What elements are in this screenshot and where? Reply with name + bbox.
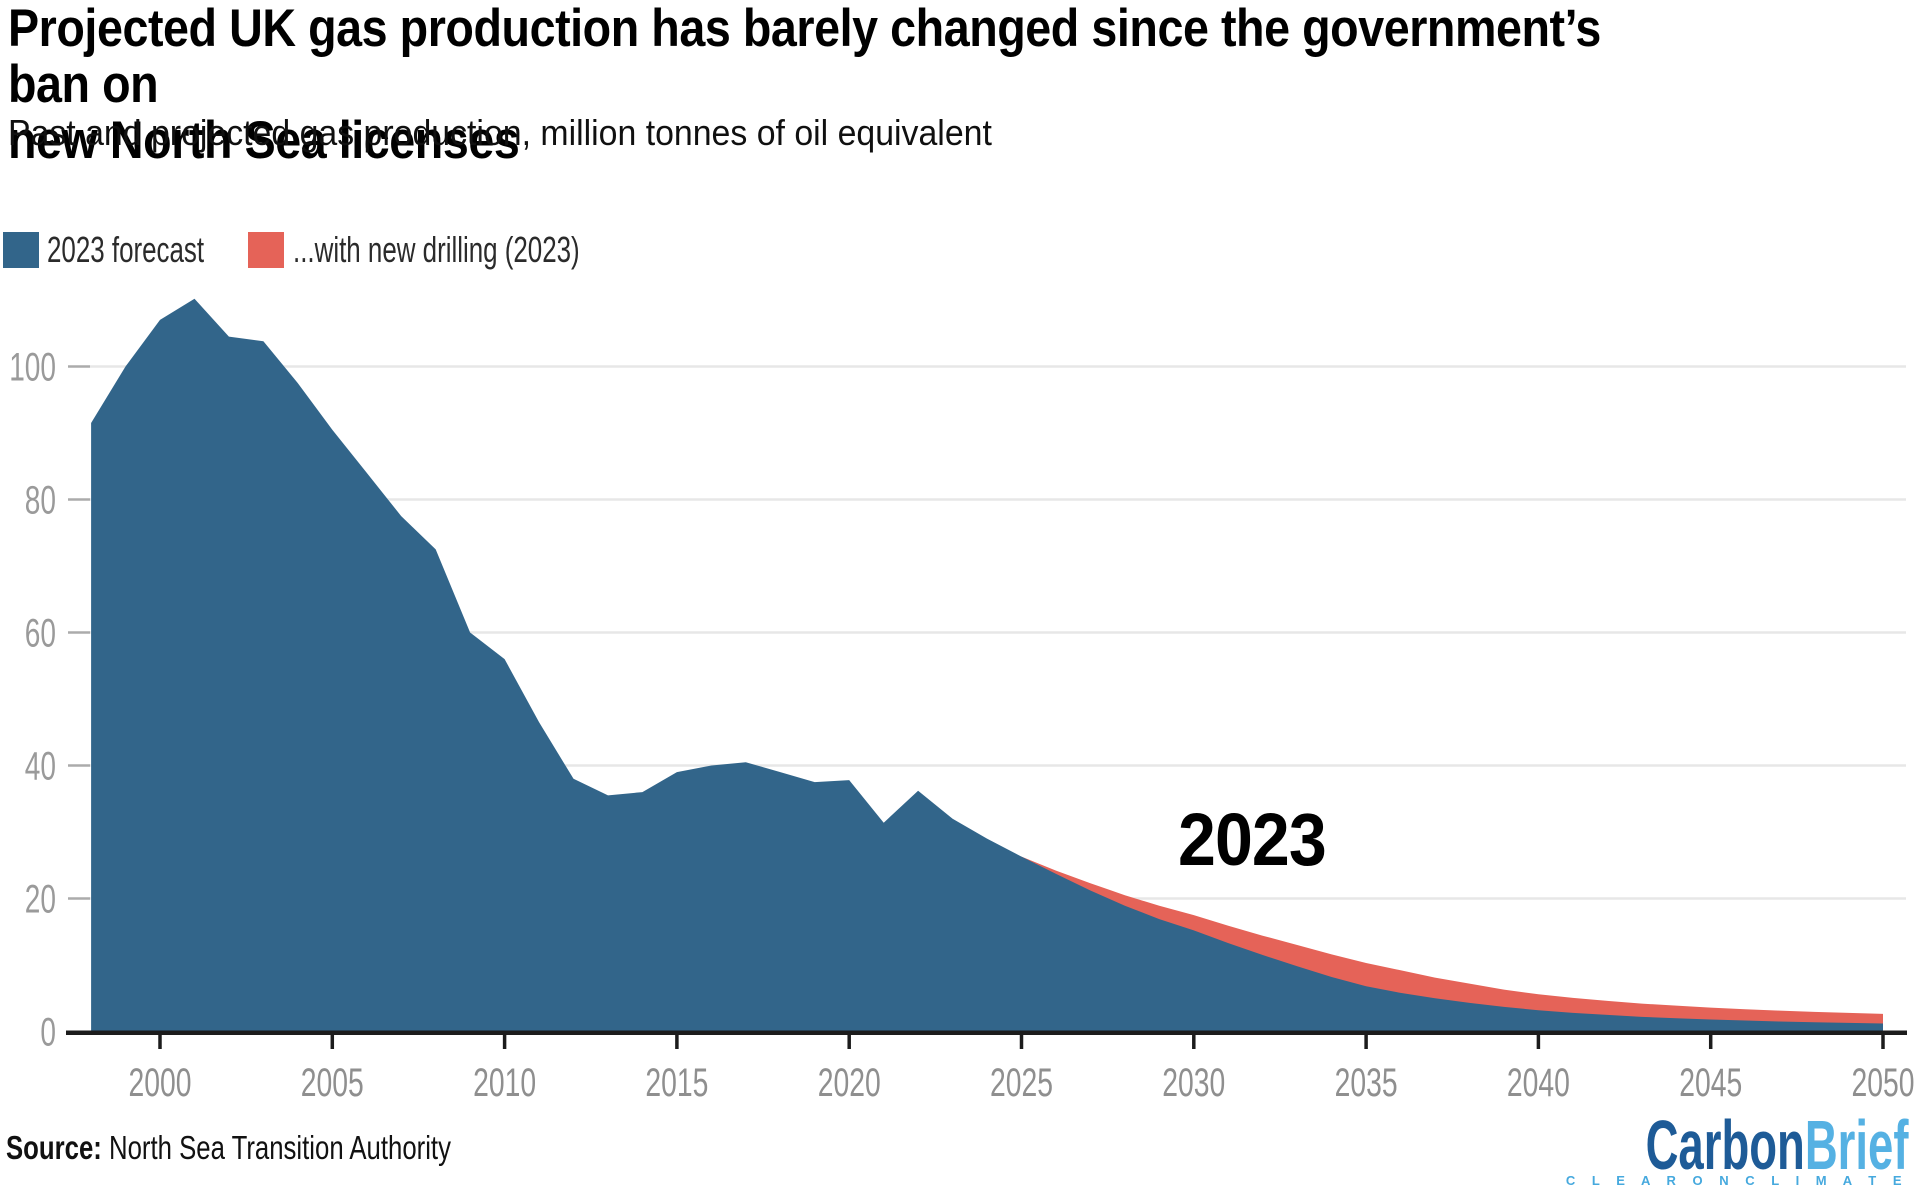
logo-brief: Brief <box>1804 1106 1908 1184</box>
logo-tagline: C L E A R O N C L I M A T E <box>1565 1173 1908 1188</box>
legend-label-forecast: 2023 forecast <box>47 229 205 270</box>
x-tick-label: 2000 <box>129 1061 192 1105</box>
chart-title-line1: Projected UK gas production has barely c… <box>8 0 1601 114</box>
source-label: Source: <box>6 1129 102 1166</box>
legend-swatch-new-drilling <box>248 232 284 268</box>
forecast-area <box>91 298 1884 1032</box>
y-tick-label: 40 <box>25 745 56 789</box>
x-tick-label: 2025 <box>990 1061 1053 1105</box>
y-tick-label: 60 <box>25 612 56 656</box>
x-tick-label: 2040 <box>1507 1061 1570 1105</box>
x-tick-label: 2015 <box>645 1061 708 1105</box>
x-tick-label: 2030 <box>1162 1061 1225 1105</box>
y-tick-label: 100 <box>9 346 56 390</box>
carbon-brief-logo: CarbonBrief <box>1645 1110 1908 1180</box>
logo-carbon: Carbon <box>1645 1106 1805 1184</box>
x-tick-label: 2035 <box>1335 1061 1398 1105</box>
legend-swatch-forecast <box>3 232 39 268</box>
chart-subtitle: Past and projected gas production, milli… <box>8 112 992 153</box>
y-tick-label: 20 <box>25 878 56 922</box>
x-tick-label: 2005 <box>301 1061 364 1105</box>
annotation-2023: 2023 <box>1178 798 1327 881</box>
y-tick-label: 80 <box>25 479 56 523</box>
x-tick-label: 2010 <box>473 1061 536 1105</box>
source-text: North Sea Transition Authority <box>101 1129 451 1166</box>
legend-label-new-drilling: ...with new drilling (2023) <box>293 229 580 270</box>
y-tick-label: 0 <box>40 1011 56 1055</box>
chart-title: Projected UK gas production has barely c… <box>8 1 1691 169</box>
x-tick-label: 2045 <box>1679 1061 1742 1105</box>
x-tick-label: 2050 <box>1852 1061 1915 1105</box>
x-axis-line <box>66 1030 1907 1035</box>
chart-title-line2: new North Sea licenses <box>8 111 520 170</box>
x-tick-label: 2020 <box>818 1061 881 1105</box>
source-line: Source: North Sea Transition Authority <box>6 1128 451 1168</box>
